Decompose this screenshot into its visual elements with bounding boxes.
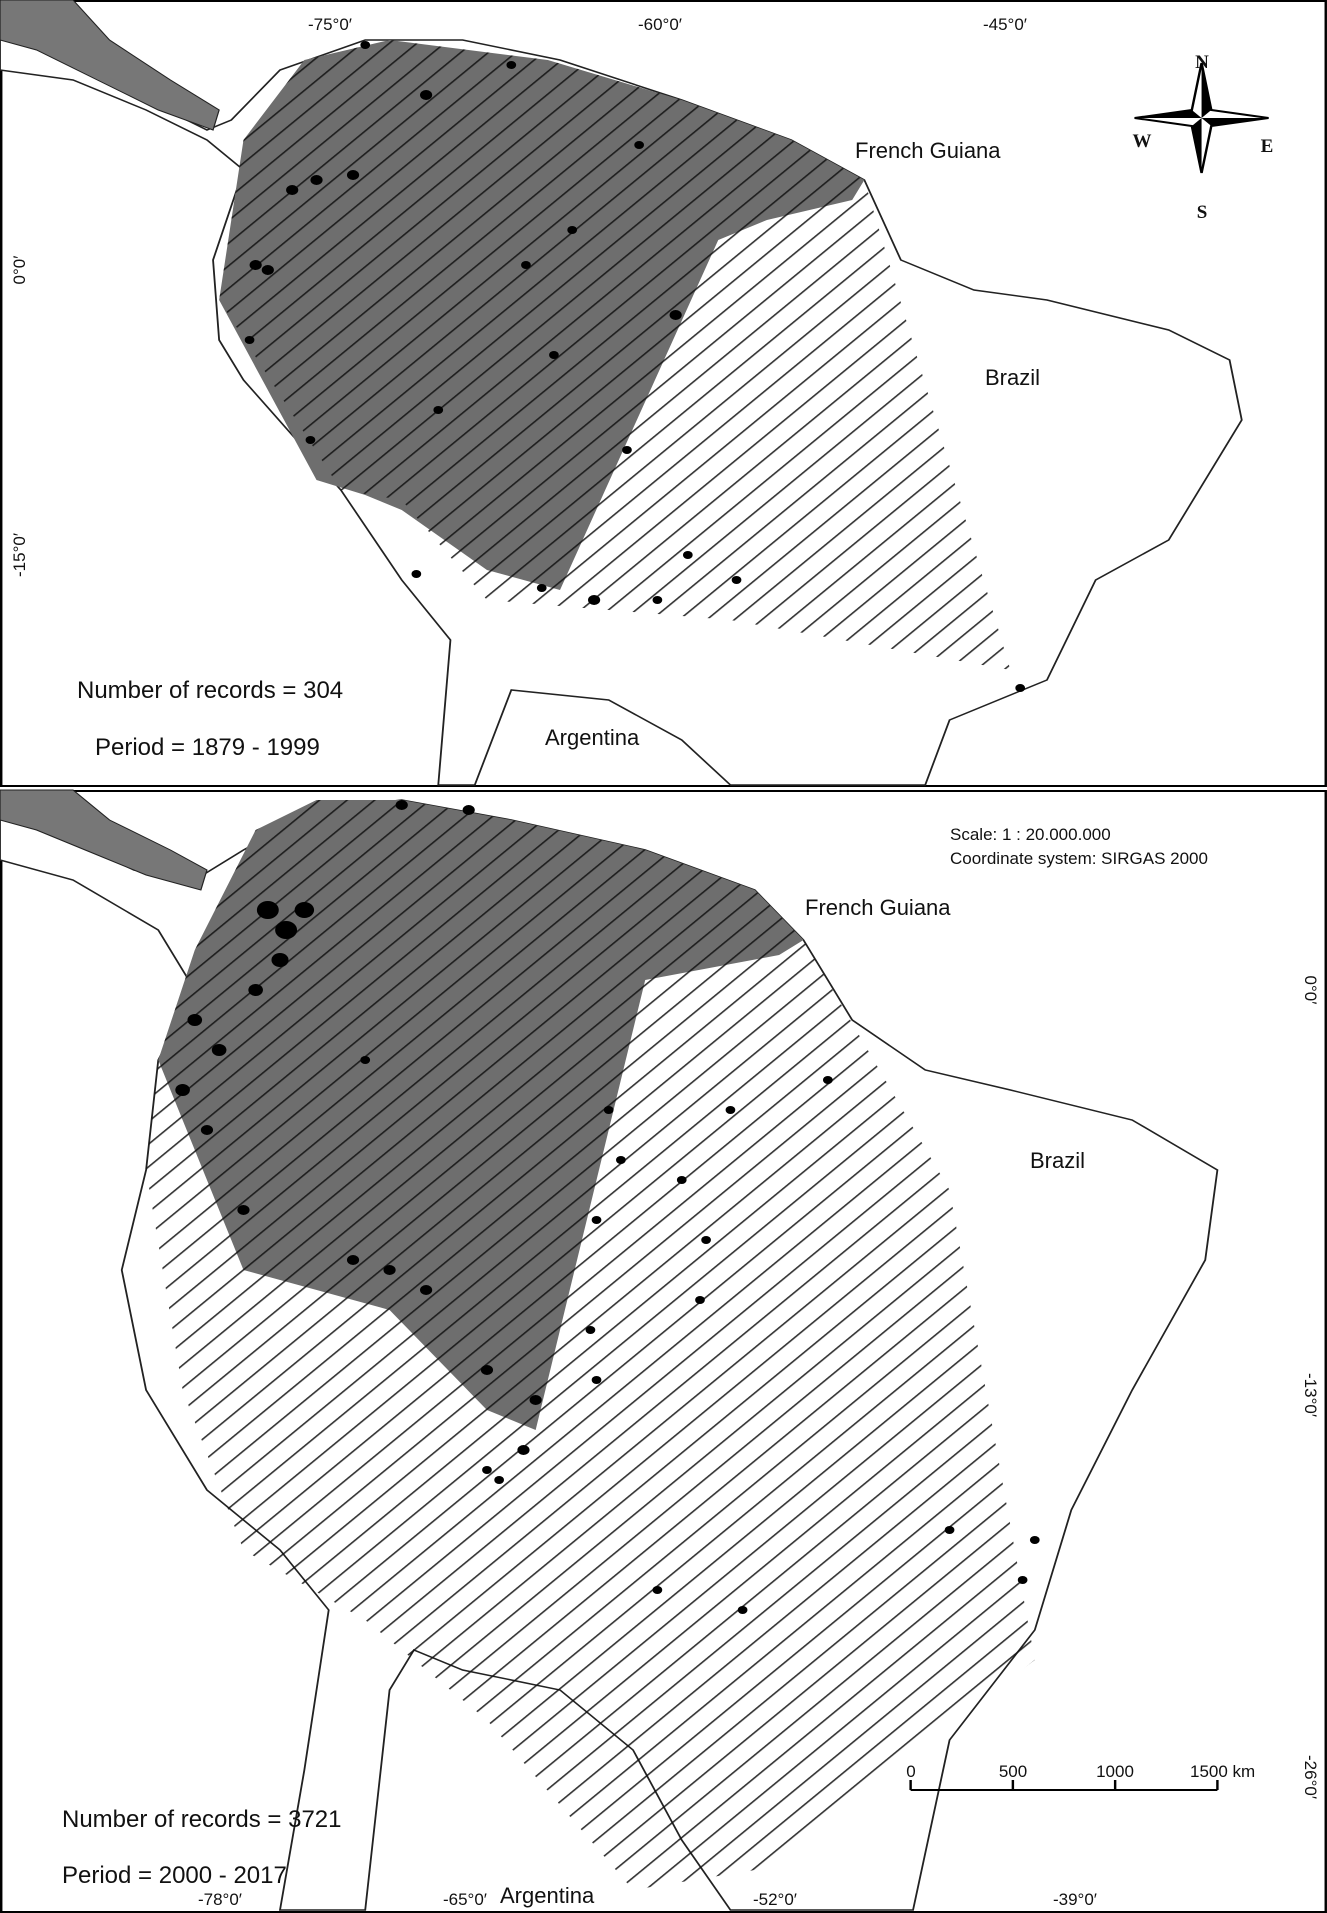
place-label: Argentina [545, 725, 640, 750]
longitude-label: -45°0′ [983, 15, 1027, 34]
scale-bar-label: 500 [999, 1762, 1027, 1781]
map-figure: -75°0′ -60°0′ -45°0′ 0°0′ -15°0′ N W E S… [0, 0, 1327, 1913]
compass-w: W [1133, 131, 1152, 152]
compass-n: N [1195, 52, 1209, 73]
bottom-map [0, 790, 1326, 1912]
place-label: Argentina [500, 1883, 595, 1908]
top-map [0, 0, 1326, 786]
scale-bar-label: 1500 km [1190, 1762, 1255, 1781]
latitude-label: 0°0′ [1301, 976, 1320, 1005]
compass-e: E [1261, 136, 1274, 157]
scale-bar-label: 1000 [1096, 1762, 1134, 1781]
longitude-label: -52°0′ [753, 1890, 797, 1909]
latitude-label: -26°0′ [1301, 1755, 1320, 1799]
scale-bar-label: 0 [906, 1762, 915, 1781]
longitude-label: -39°0′ [1053, 1890, 1097, 1909]
longitude-label: -60°0′ [638, 15, 682, 34]
period: Period = 1879 - 1999 [95, 734, 320, 761]
records-count: Number of records = 3721 [62, 1806, 341, 1833]
place-label: Brazil [985, 365, 1040, 390]
latitude-label: -13°0′ [1301, 1373, 1320, 1417]
longitude-label: -65°0′ [443, 1890, 487, 1909]
place-label: French Guiana [805, 895, 951, 920]
records-count: Number of records = 304 [77, 677, 343, 704]
map-scale: Scale: 1 : 20.000.000 [950, 825, 1111, 844]
place-label: Brazil [1030, 1148, 1085, 1173]
latitude-label: 0°0′ [10, 256, 29, 285]
longitude-label: -75°0′ [308, 15, 352, 34]
place-label: French Guiana [855, 138, 1001, 163]
compass-s: S [1197, 202, 1208, 223]
longitude-label: -78°0′ [198, 1890, 242, 1909]
coordinate-system: Coordinate system: SIRGAS 2000 [950, 849, 1208, 868]
latitude-label: -15°0′ [10, 533, 29, 577]
period: Period = 2000 - 2017 [62, 1862, 287, 1889]
